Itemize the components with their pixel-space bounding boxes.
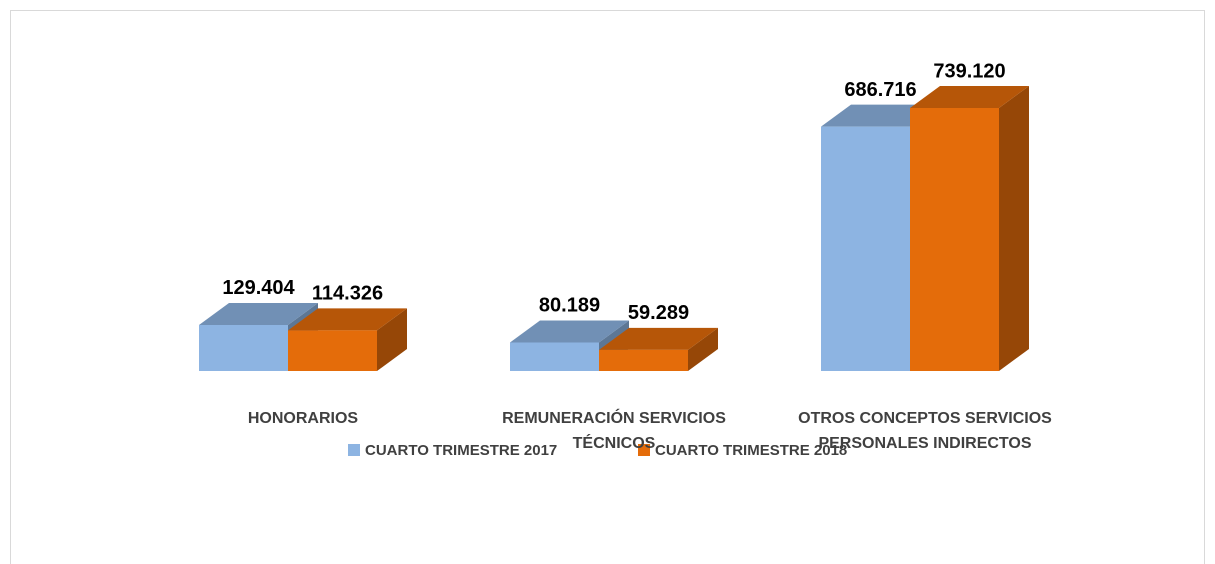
bar-side [688,327,718,371]
category-label: HONORARIOS [247,410,359,427]
bar-top [910,86,1029,108]
legend-label: CUARTO TRIMESTRE 2017 [365,442,557,459]
bar [910,86,1029,371]
bar-top [599,327,718,350]
data-label: 129.404 [222,277,295,299]
bar-front [288,330,377,371]
bar [288,308,407,371]
bar-front [910,108,999,371]
category-label: REMUNERACIÓN SERVICIOS TÉCNICOS [502,410,726,452]
data-label: 739.120 [933,60,1005,82]
bar-side [999,86,1029,371]
bar-front [199,324,288,371]
bar-top [199,302,318,325]
legend-swatch [348,444,360,456]
bar [599,327,718,371]
bar-front [510,342,599,371]
bar-top [288,308,407,331]
data-label: 80.189 [539,295,600,317]
legend-swatch [638,444,650,456]
category-label: OTROS CONCEPTOS SERVICIOS PERSONALES IND… [798,410,1052,452]
data-label: 686.716 [844,79,916,101]
data-label: 114.326 [312,283,383,305]
data-label: 59.289 [628,302,689,324]
bar-side [377,308,407,371]
chart-frame [10,10,1205,564]
legend-label: CUARTO TRIMESTRE 2018 [655,442,847,459]
bar-front [599,349,688,371]
bar-front [821,126,910,371]
bar-top [510,320,629,343]
